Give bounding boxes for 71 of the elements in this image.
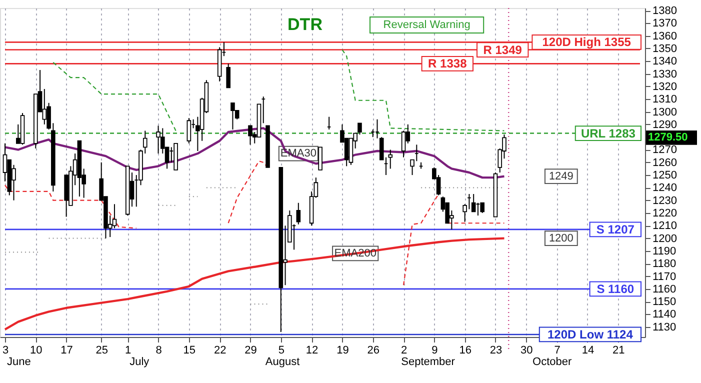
x-tick-label: 25 <box>96 344 108 356</box>
y-tick-label: 1140 <box>652 308 676 321</box>
candlestick <box>401 130 406 158</box>
y-tick-label: 1290 <box>652 118 677 131</box>
candlestick <box>112 204 117 229</box>
y-tick-label: 1190 <box>652 245 676 258</box>
candlestick <box>186 118 192 144</box>
y-tick-label: 1320 <box>652 80 677 93</box>
y-tick-label: 1160 <box>652 283 676 296</box>
x-tick-label: 2 <box>400 344 408 356</box>
x-tick-label: 22 <box>214 344 226 356</box>
candlestick <box>296 202 301 225</box>
y-tick-label: 1330 <box>652 68 677 80</box>
y-tick-label: 1240 <box>652 182 677 194</box>
ref-line-label: 120D Low 1124 <box>548 327 634 342</box>
x-tick-label: 19 <box>336 344 349 356</box>
x-tick-label: 1 <box>125 344 132 356</box>
candlestick <box>226 63 230 88</box>
candlestick <box>42 88 47 125</box>
y-tick-label: 1250 <box>652 170 677 182</box>
y-tick-label: 1200 <box>652 232 677 245</box>
y-tick-label: 1360 <box>652 30 677 42</box>
y-tick-label: 1300 <box>652 106 677 118</box>
x-tick-label: 3 <box>2 344 9 356</box>
y-tick-label: 1380 <box>652 5 677 18</box>
annotation: 1200 <box>548 232 574 244</box>
text: September <box>401 356 456 368</box>
text: June <box>7 356 31 368</box>
y-tick-label: 1210 <box>652 220 677 232</box>
x-tick-label: 26 <box>367 344 380 356</box>
x-tick-label: 17 <box>60 344 73 356</box>
ref-line-label: R 1349 <box>483 42 522 57</box>
ref-line-label: R 1338 <box>428 56 468 71</box>
annotation: 1249 <box>548 170 574 182</box>
x-tick-label: 15 <box>183 344 196 356</box>
ref-line-label: S 1160 <box>596 282 634 296</box>
y-tick-label: 1180 <box>652 258 676 270</box>
x-tick-label: 9 <box>432 344 438 356</box>
y-tick-label: 1340 <box>652 56 677 68</box>
y-tick-label: 1270 <box>652 144 677 156</box>
y-tick-label: 1310 <box>652 94 677 106</box>
text: 1279.50 <box>648 132 688 144</box>
y-tick-label: 1130 <box>652 321 676 334</box>
x-tick-label: 23 <box>490 344 502 356</box>
x-tick-label: 30 <box>520 344 533 356</box>
y-tick-label: 1350 <box>652 42 677 55</box>
candlestick <box>471 194 476 212</box>
ref-line-label: URL 1283 <box>580 126 636 140</box>
text: August <box>265 356 300 368</box>
x-tick-label: 10 <box>30 344 42 356</box>
y-tick-label: 1170 <box>652 270 676 283</box>
ref-line-label: S 1207 <box>596 222 635 236</box>
x-tick-label: 5 <box>278 344 284 356</box>
x-tick-label: 12 <box>306 344 318 356</box>
text: July <box>130 356 150 368</box>
y-tick-label: 1370 <box>652 18 677 30</box>
y-tick-label: 1230 <box>652 194 677 207</box>
candlestick <box>480 202 484 214</box>
text: October <box>532 356 572 368</box>
x-tick-label: 8 <box>156 344 162 356</box>
chart-title: DTR <box>288 15 322 34</box>
y-tick-label: 1220 <box>652 207 677 220</box>
x-tick-label: 21 <box>612 344 625 356</box>
y-tick-label: 1150 <box>652 296 676 308</box>
x-tick-label: 14 <box>582 344 594 356</box>
x-tick-label: 29 <box>244 344 257 356</box>
annotation: Reversal Warning <box>383 19 470 31</box>
x-tick-label: 7 <box>554 344 560 356</box>
x-tick-label: 16 <box>459 344 472 356</box>
y-tick-label: 1260 <box>652 156 677 169</box>
ref-line-label: 120D High 1355 <box>542 35 632 50</box>
